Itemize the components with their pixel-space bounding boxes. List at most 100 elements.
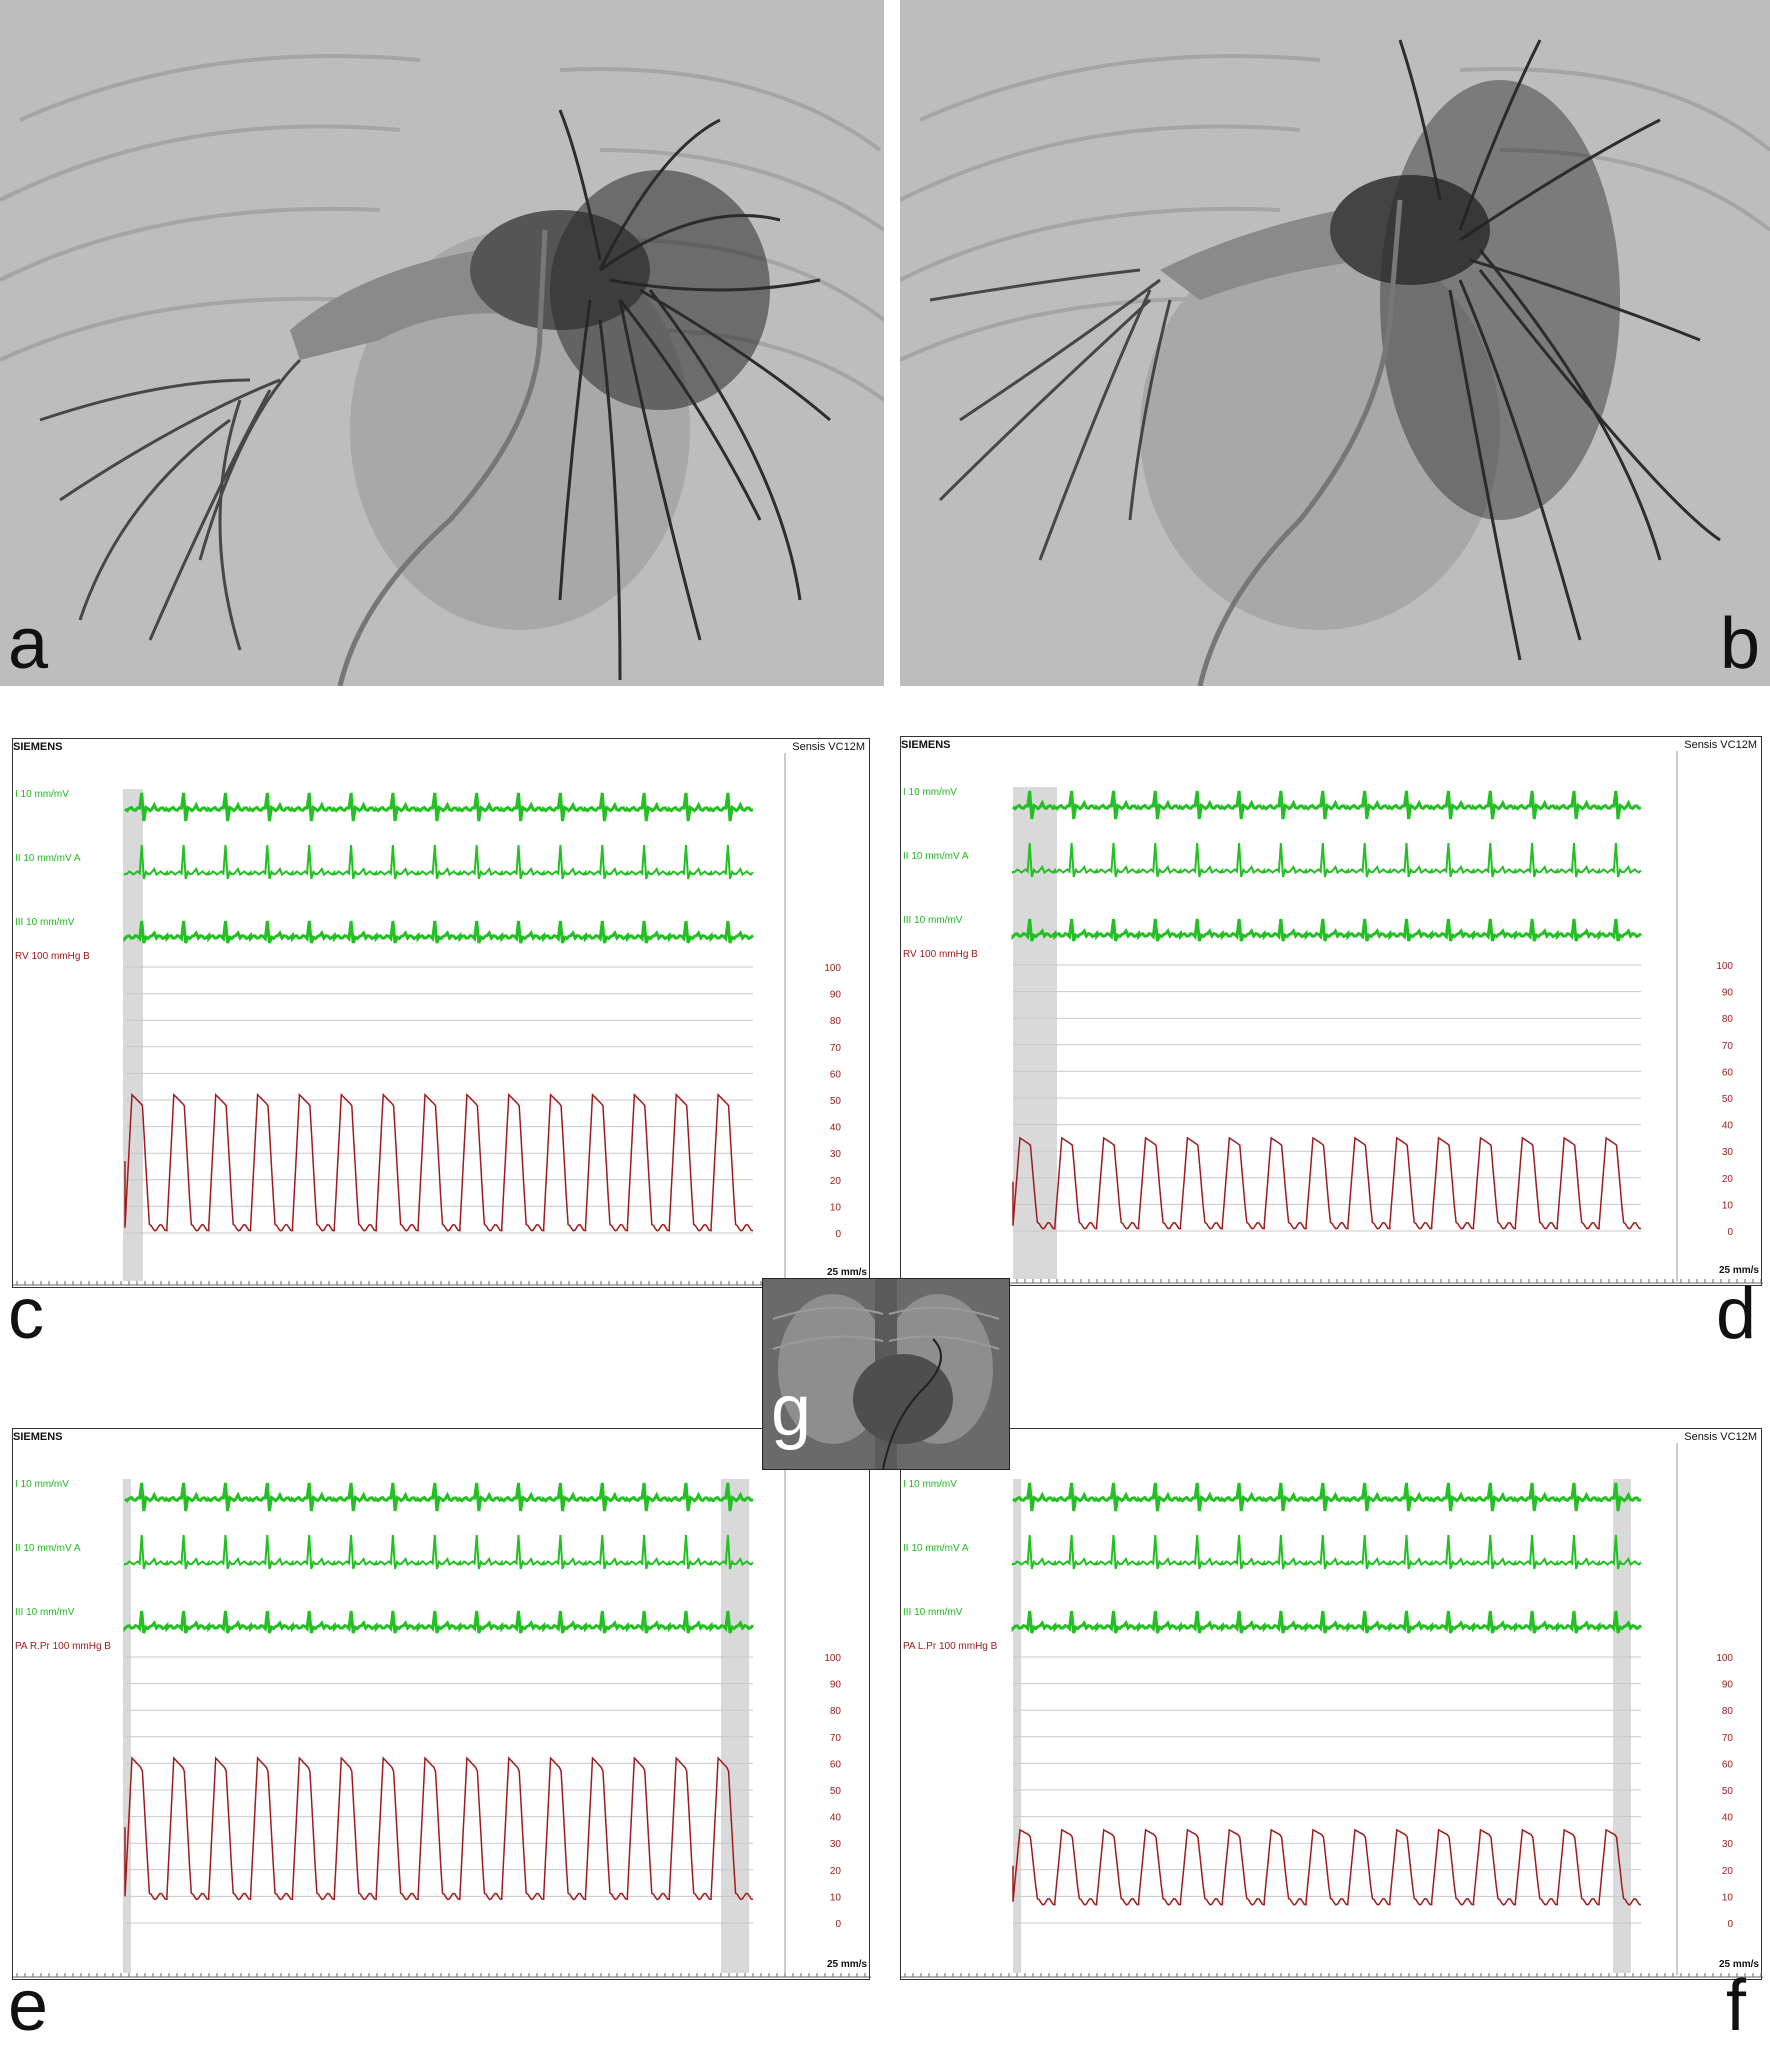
lead-i-label: I 10 mm/mV <box>15 789 69 800</box>
ecg-lead-trace <box>1012 790 1642 820</box>
scale-tick-label: 10 <box>1722 1892 1734 1903</box>
panel-letter-c: c <box>8 1274 44 1354</box>
sweep-speed: 25 mm/s <box>826 1959 867 1970</box>
panel-letter-e: e <box>8 1966 49 2046</box>
left-vessel-tree <box>39 358 302 651</box>
angiogram-a-image <box>0 0 884 686</box>
angiogram-b: b <box>900 0 1770 686</box>
scale-tick-label: 80 <box>830 1016 842 1027</box>
scale-tick-label: 50 <box>1722 1094 1734 1105</box>
panel-letter-f: f <box>1726 1966 1747 2046</box>
scale-tick-label: 70 <box>830 1733 842 1744</box>
monitor-e: 100 90 80 70 60 50 40 30 20 10 0 SIEMENS I 10 mm/m… <box>12 1428 871 1980</box>
scale-tick-label: 90 <box>1722 988 1734 999</box>
scale-tick-label: 0 <box>835 1919 841 1930</box>
pressure-channel-label: PA L.Pr 100 mmHg B <box>903 1641 998 1652</box>
scale-tick-label: 70 <box>830 1043 842 1054</box>
scale-tick-label: 30 <box>830 1839 842 1850</box>
pressure-channel-label: RV 100 mmHg B <box>15 951 90 962</box>
inset-g-chest-xray: g <box>762 1278 1010 1470</box>
ecg-lead-trace <box>1011 918 1643 942</box>
monitor-c: 100 90 80 70 60 50 40 30 20 10 0 SIEMENS Sensis VC… <box>12 738 871 1288</box>
lead-i-label: I 10 mm/mV <box>903 1479 957 1490</box>
scale-tick-label: 100 <box>824 1653 841 1664</box>
monitor-d: 100 90 80 70 60 50 40 30 20 10 0 SIEMENS Sensis VC… <box>900 736 1763 1286</box>
scale-tick-label: 20 <box>1722 1866 1734 1877</box>
scale-tick-label: 70 <box>1722 1041 1734 1052</box>
scale-tick-label: 20 <box>830 1866 842 1877</box>
scale-tick-label: 90 <box>830 990 842 1001</box>
scale-tick-label: 20 <box>830 1176 842 1187</box>
panel-letter-b: b <box>1720 604 1761 684</box>
ecg-lead-trace <box>1012 1534 1642 1570</box>
scale-tick-label: 0 <box>835 1229 841 1240</box>
scale-tick-label: 90 <box>830 1680 842 1691</box>
angiogram-b-image <box>900 0 1770 686</box>
pressure-trace <box>1012 1136 1642 1230</box>
siemens-brand: SIEMENS <box>901 739 951 751</box>
scale-tick-label: 60 <box>830 1069 842 1080</box>
scale-tick-label: 100 <box>1716 1653 1733 1664</box>
scale-tick-label: 10 <box>830 1892 842 1903</box>
scale-tick-label: 40 <box>830 1813 842 1824</box>
siemens-brand: SIEMENS <box>13 1431 63 1443</box>
scale-tick-label: 100 <box>824 963 841 974</box>
pressure-trace <box>124 1756 754 1901</box>
scale-tick-label: 80 <box>1722 1706 1734 1717</box>
right-vessel-tree <box>1398 39 1721 661</box>
scale-tick-label: 80 <box>830 1706 842 1717</box>
scale-tick-label: 60 <box>1722 1067 1734 1078</box>
scale-tick-label: 90 <box>1722 1680 1734 1691</box>
panel-letter-a: a <box>8 604 49 684</box>
sweep-speed: 25 mm/s <box>1718 1959 1759 1970</box>
scale-tick-label: 40 <box>1722 1813 1734 1824</box>
scale-tick-label: 10 <box>830 1202 842 1213</box>
scale-tick-label: 40 <box>830 1123 842 1134</box>
ecg-lead-trace <box>124 792 754 822</box>
pressure-channel-label: RV 100 mmHg B <box>903 949 978 960</box>
ecg-lead-trace <box>1012 1482 1642 1512</box>
ecg-lead-trace <box>123 920 755 944</box>
scale-tick-label: 40 <box>1722 1121 1734 1132</box>
scale-tick-label: 20 <box>1722 1174 1734 1185</box>
pressure-channel-label: PA R.Pr 100 mmHg B <box>15 1641 111 1652</box>
pressure-trace <box>124 1092 754 1232</box>
scale-tick-label: 30 <box>830 1149 842 1160</box>
lead-ii-label: II 10 mm/mV A <box>903 1543 969 1554</box>
scale-tick-label: 60 <box>1722 1759 1734 1770</box>
siemens-brand: SIEMENS <box>13 741 63 753</box>
monitor-model: Sensis VC12M <box>792 741 865 753</box>
ecg-lead-trace <box>124 844 754 880</box>
artifact-band <box>1613 1479 1631 1973</box>
sweep-speed: 25 mm/s <box>826 1267 867 1278</box>
scale-tick-label: 30 <box>1722 1839 1734 1850</box>
lead-ii-label: II 10 mm/mV A <box>903 851 969 862</box>
lead-i-label: I 10 mm/mV <box>903 787 957 798</box>
lead-iii-label: III 10 mm/mV <box>15 917 75 928</box>
panel-letter-d: d <box>1716 1274 1757 1354</box>
scale-tick-label: 50 <box>830 1786 842 1797</box>
artifact-band <box>1013 1479 1021 1973</box>
scale-tick-label: 70 <box>1722 1733 1734 1744</box>
lead-i-label: I 10 mm/mV <box>15 1479 69 1490</box>
scale-tick-label: 50 <box>1722 1786 1734 1797</box>
lead-iii-label: III 10 mm/mV <box>15 1607 75 1618</box>
scale-tick-label: 0 <box>1727 1227 1733 1238</box>
lead-iii-label: III 10 mm/mV <box>903 915 963 926</box>
angiogram-a: a <box>0 0 884 686</box>
scale-tick-label: 60 <box>830 1759 842 1770</box>
scale-tick-label: 10 <box>1722 1200 1734 1211</box>
scale-tick-label: 0 <box>1727 1919 1733 1930</box>
scale-tick-label: 100 <box>1716 961 1733 972</box>
sweep-speed: 25 mm/s <box>1718 1265 1759 1276</box>
ecg-lead-trace <box>1011 1610 1643 1634</box>
pressure-trace <box>1012 1828 1642 1906</box>
scale-tick-label: 80 <box>1722 1014 1734 1025</box>
artifact-band <box>721 1479 749 1973</box>
lead-iii-label: III 10 mm/mV <box>903 1607 963 1618</box>
left-vessel-tree <box>929 268 1172 561</box>
scale-tick-label: 50 <box>830 1096 842 1107</box>
